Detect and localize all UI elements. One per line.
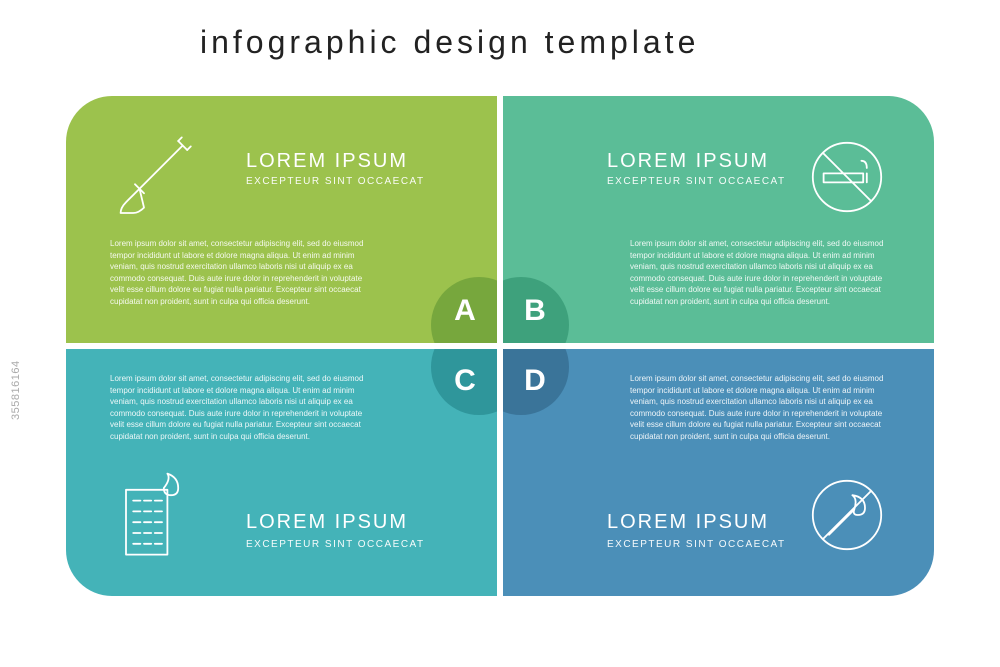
card-d-sub: EXCEPTEUR SINT OCCAECAT [607, 539, 786, 550]
card-a-heading: LOREM IPSUM [246, 150, 408, 173]
watermark: 355816164 [10, 360, 22, 420]
page-title: infographic design template [200, 24, 699, 61]
card-b: LOREM IPSUM EXCEPTEUR SINT OCCAECAT Lore… [503, 96, 934, 343]
infographic-grid: LOREM IPSUM EXCEPTEUR SINT OCCAECAT Lore… [66, 96, 934, 596]
card-b-letter-circle: B [503, 277, 569, 343]
building-fire-icon [108, 470, 198, 560]
card-c-sub: EXCEPTEUR SINT OCCAECAT [246, 539, 425, 550]
card-b-sub: EXCEPTEUR SINT OCCAECAT [607, 176, 786, 187]
card-a-letter-circle: A [431, 277, 497, 343]
shovel-icon [108, 132, 198, 222]
card-c-letter-circle: C [431, 349, 497, 415]
card-a-sub: EXCEPTEUR SINT OCCAECAT [246, 176, 425, 187]
card-b-body: Lorem ipsum dolor sit amet, consectetur … [630, 238, 890, 308]
card-a: LOREM IPSUM EXCEPTEUR SINT OCCAECAT Lore… [66, 96, 497, 343]
card-c-body: Lorem ipsum dolor sit amet, consectetur … [110, 373, 370, 443]
card-c-letter: C [454, 364, 476, 398]
card-d-heading: LOREM IPSUM [607, 511, 769, 534]
card-a-body: Lorem ipsum dolor sit amet, consectetur … [110, 238, 370, 308]
card-d-body: Lorem ipsum dolor sit amet, consectetur … [630, 373, 890, 443]
card-d-letter: D [524, 364, 546, 398]
card-c: LOREM IPSUM EXCEPTEUR SINT OCCAECAT Lore… [66, 349, 497, 596]
card-a-letter: A [454, 294, 476, 328]
card-b-letter: B [524, 294, 546, 328]
no-smoking-icon [802, 132, 892, 222]
card-d: LOREM IPSUM EXCEPTEUR SINT OCCAECAT Lore… [503, 349, 934, 596]
card-d-letter-circle: D [503, 349, 569, 415]
no-match-icon [802, 470, 892, 560]
card-c-heading: LOREM IPSUM [246, 511, 408, 534]
card-b-heading: LOREM IPSUM [607, 150, 769, 173]
